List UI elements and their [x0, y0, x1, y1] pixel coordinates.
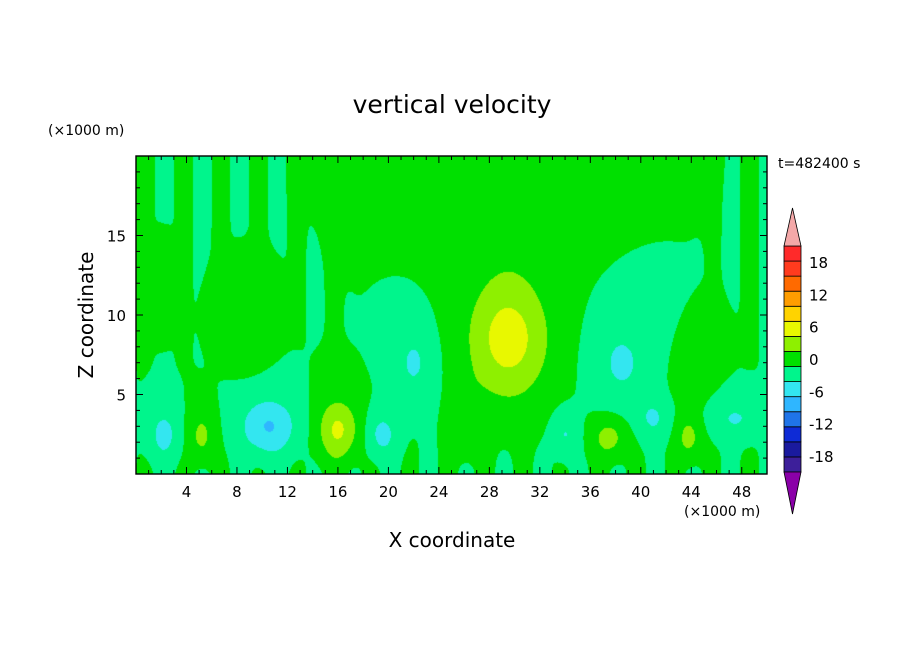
y-tick-label: 5 [116, 387, 126, 405]
colorbar-tick-label: 0 [809, 351, 819, 369]
y-tick-label: 15 [107, 228, 126, 246]
colorbar-swatch [783, 426, 802, 443]
x-tick-label: 8 [232, 483, 242, 501]
x-tick-label: 4 [182, 483, 192, 501]
x-tick-label: 48 [732, 483, 751, 501]
y-unit-label: (×1000 m) [48, 123, 124, 139]
colorbar-swatch [783, 441, 802, 458]
x-axis: 4 8 12 16 20 24 28 32 36 40 44 48 [148, 156, 755, 501]
x-axis-label: X coordinate [389, 528, 516, 552]
x-tick-label: 20 [379, 483, 398, 501]
colorbar-swatch [783, 245, 802, 262]
chart-title: vertical velocity [353, 90, 552, 119]
y-axis-label: Z coordinate [74, 252, 98, 379]
x-tick-label: 24 [429, 483, 448, 501]
x-unit-label: (×1000 m) [684, 504, 760, 520]
colorbar-tick-label: 18 [809, 254, 828, 272]
colorbar-swatch [783, 260, 802, 277]
colorbar-tick-label: -12 [809, 416, 834, 434]
colorbar-bottom-arrow [783, 471, 802, 515]
time-label: t=482400 s [778, 156, 860, 172]
colorbar-swatch [783, 396, 802, 413]
colorbar-swatch [783, 411, 802, 428]
colorbar-swatch [783, 366, 802, 382]
colorbar-tick-label: 6 [809, 319, 819, 337]
y-tick-label: 10 [107, 307, 126, 325]
x-tick-label: 40 [631, 483, 650, 501]
colorbar-tick-label: -18 [809, 448, 834, 466]
x-tick-label: 32 [530, 483, 549, 501]
x-tick-label: 36 [581, 483, 600, 501]
y-axis: 5 10 15 [107, 171, 767, 459]
colorbar-swatch [783, 351, 802, 367]
colorbar-swatch [783, 335, 802, 352]
x-tick-label: 16 [328, 483, 347, 501]
x-tick-label: 12 [278, 483, 297, 501]
colorbar-swatch [783, 320, 802, 337]
colorbar-swatch [783, 456, 802, 473]
colorbar-swatch [783, 381, 802, 398]
colorbar-swatch [783, 290, 802, 307]
colorbar-swatch [783, 275, 802, 292]
x-tick-label: 28 [480, 483, 499, 501]
x-tick-label: 44 [682, 483, 701, 501]
colorbar-swatch [783, 305, 802, 322]
velocity-contour-field [136, 156, 767, 474]
colorbar-tick-label: 12 [809, 286, 828, 304]
colorbar-tick-label: -6 [809, 383, 824, 401]
colorbar-top-arrow [783, 207, 802, 247]
colorbar: 18 12 6 0 -6 -12 -18 [783, 207, 834, 515]
plot-area [135, 155, 768, 475]
